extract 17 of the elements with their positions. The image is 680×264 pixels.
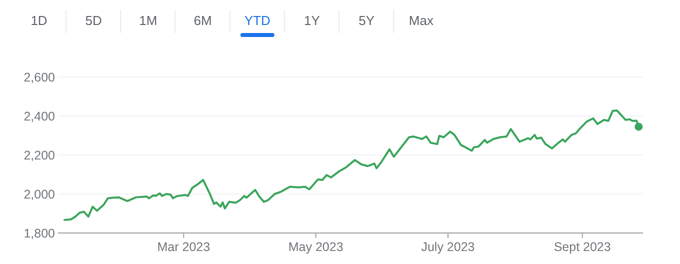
text: YTD bbox=[244, 13, 270, 28]
x-tick-label: Mar 2023 bbox=[157, 240, 210, 254]
y-tick-label: 2,400 bbox=[24, 110, 56, 124]
text: 1Y bbox=[304, 13, 320, 28]
text: 1M bbox=[139, 13, 158, 28]
text: 1D bbox=[30, 13, 48, 28]
text: Max bbox=[408, 13, 434, 28]
x-tick-label: Sept 2023 bbox=[554, 240, 611, 254]
y-tick-label: 2,200 bbox=[24, 148, 56, 162]
text: 6M bbox=[194, 13, 212, 28]
text: 5D bbox=[85, 13, 102, 28]
text: 5Y bbox=[358, 13, 375, 28]
x-tick-label: July 2023 bbox=[421, 240, 475, 254]
y-tick-label: 2,000 bbox=[24, 188, 56, 202]
x-tick-label: May 2023 bbox=[288, 240, 344, 254]
y-tick-label: 1,800 bbox=[24, 226, 56, 240]
y-tick-label: 2,600 bbox=[24, 70, 56, 84]
